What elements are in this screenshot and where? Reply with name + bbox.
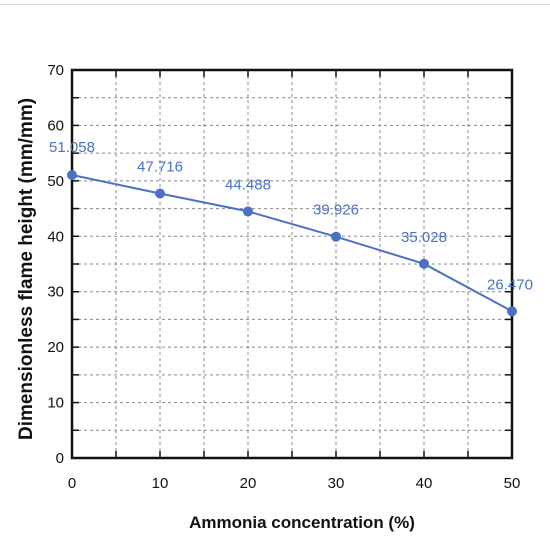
- x-tick-label: 40: [416, 475, 433, 492]
- x-tick-label: 30: [328, 475, 345, 492]
- data-labels: 51.058 47.716 44.488 39.926 35.028 26.470: [49, 139, 533, 293]
- y-tick-label: 40: [47, 228, 64, 245]
- data-label: 35.028: [401, 229, 447, 246]
- data-label: 26.470: [487, 276, 533, 293]
- y-tick-label: 60: [47, 117, 64, 134]
- data-label: 39.926: [313, 202, 359, 219]
- data-points: [67, 169, 517, 317]
- y-tick-label: 30: [47, 284, 64, 301]
- data-label: 44.488: [225, 176, 271, 193]
- data-point: [155, 188, 165, 199]
- data-point: [419, 258, 429, 269]
- data-label: 51.058: [49, 139, 95, 156]
- y-tick-label: 0: [56, 450, 64, 467]
- y-tick-label: 50: [47, 173, 64, 190]
- data-point: [507, 306, 517, 317]
- x-tick-label: 0: [68, 475, 76, 492]
- x-axis-title: Ammonia concentration (%): [189, 513, 415, 532]
- data-point: [243, 206, 253, 217]
- series-line-layer: [71, 174, 513, 313]
- x-tick-label: 10: [152, 475, 169, 492]
- data-point: [331, 231, 341, 242]
- y-tick-label: 70: [47, 62, 64, 79]
- x-tick-label: 20: [240, 475, 257, 492]
- grid: [72, 70, 512, 458]
- axis-ticks: 0 10 20 30 40 50 0 10 20 30 40 50 60 70: [47, 62, 520, 492]
- top-divider: [0, 4, 550, 5]
- y-tick-label: 20: [47, 339, 64, 356]
- y-tick-label: 10: [47, 395, 64, 412]
- data-label: 47.716: [137, 159, 183, 176]
- data-point: [67, 169, 77, 180]
- y-axis-title: Dimensionless flame height (mm/mm): [16, 98, 37, 440]
- series-line: [71, 174, 513, 313]
- x-tick-label: 50: [504, 475, 521, 492]
